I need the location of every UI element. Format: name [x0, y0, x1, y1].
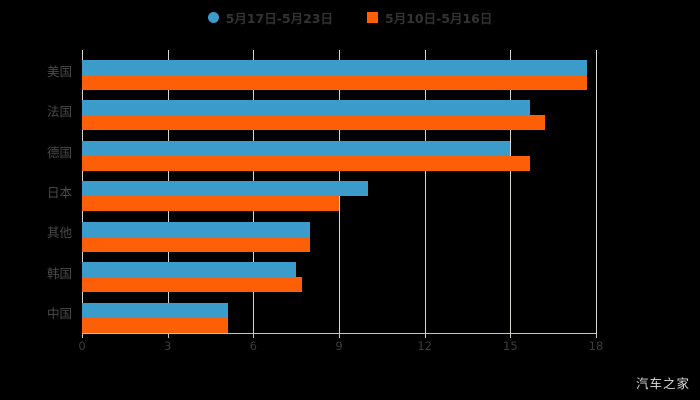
bar-group [82, 252, 596, 293]
y-axis-label-text: 法国 [46, 104, 72, 120]
x-tick-mark-9 [339, 333, 340, 338]
x-tick-label-9: 9 [335, 339, 343, 353]
x-tick-mark-0 [82, 333, 83, 338]
bar-德国-series-0[interactable] [82, 140, 511, 156]
watermark: 汽车之家 [635, 376, 690, 391]
bar-韩国-series-1[interactable] [82, 277, 302, 293]
bar-group [82, 171, 596, 212]
plot-area [82, 50, 597, 333]
square-marker-icon [367, 12, 378, 23]
bar-group [82, 293, 596, 333]
y-axis-label-其他: 其他 [0, 212, 72, 252]
y-axis-label-text: 德国 [46, 144, 72, 160]
gridline-x-12 [424, 50, 426, 333]
bar-法国-series-0[interactable] [82, 100, 531, 116]
x-tick-label-0: 0 [78, 339, 86, 353]
bar-group [82, 90, 596, 131]
x-tick-mark-12 [424, 333, 426, 338]
legend-label-series-0: 5月17日-5月23日 [225, 11, 333, 26]
x-tick-label-12: 12 [417, 339, 432, 353]
y-axis-label-text: 其他 [46, 225, 72, 241]
gridline-x-15 [510, 50, 512, 333]
x-tick-label-18: 18 [588, 339, 604, 353]
bar-group [82, 50, 596, 90]
y-axis-label-德国: 德国 [0, 131, 72, 171]
bar-其他-series-0[interactable] [82, 221, 311, 237]
bar-德国-series-1[interactable] [82, 155, 531, 171]
legend-item-series-1[interactable]: 5月10日-5月16日 [367, 8, 492, 27]
y-axis-label-美国: 美国 [0, 50, 72, 90]
y-axis-category-labels: 美国法国德国日本其他韩国中国 [0, 50, 72, 333]
bar-日本-series-0[interactable] [82, 181, 368, 197]
bar-group [82, 212, 596, 252]
legend-item-series-0[interactable]: 5月17日-5月23日 [207, 8, 333, 27]
bar-韩国-series-0[interactable] [82, 262, 297, 278]
x-tick-mark-15 [510, 333, 512, 338]
x-tick-mark-6 [253, 333, 255, 338]
bar-其他-series-1[interactable] [82, 236, 311, 252]
y-axis-label-中国: 中国 [0, 293, 72, 333]
bar-法国-series-1[interactable] [82, 115, 545, 131]
x-tick-mark-3 [167, 333, 169, 338]
x-tick-label-15: 15 [503, 339, 518, 353]
bar-美国-series-1[interactable] [82, 75, 588, 90]
y-axis-label-text: 美国 [46, 63, 72, 79]
y-axis-label-韩国: 韩国 [0, 252, 72, 292]
bar-美国-series-0[interactable] [82, 60, 588, 75]
bar-group [82, 131, 596, 171]
bar-中国-series-0[interactable] [82, 302, 228, 318]
y-axis-label-法国: 法国 [0, 90, 72, 130]
y-axis-label-text: 韩国 [46, 265, 72, 281]
x-tick-label-6: 6 [249, 339, 257, 353]
chart-legend: 5月17日-5月23日 5月10日-5月16日 [0, 8, 700, 27]
bar-中国-series-1[interactable] [82, 317, 228, 333]
circle-marker-icon [207, 12, 219, 23]
legend-label-series-1: 5月10日-5月16日 [385, 11, 493, 26]
bar-日本-series-1[interactable] [82, 196, 339, 212]
x-tick-mark-18 [596, 333, 597, 338]
x-tick-label-3: 3 [163, 339, 172, 353]
y-axis-label-日本: 日本 [0, 171, 72, 211]
y-axis-label-text: 日本 [46, 184, 72, 200]
y-axis-label-text: 中国 [46, 306, 72, 322]
gridline-x-18 [596, 50, 597, 333]
